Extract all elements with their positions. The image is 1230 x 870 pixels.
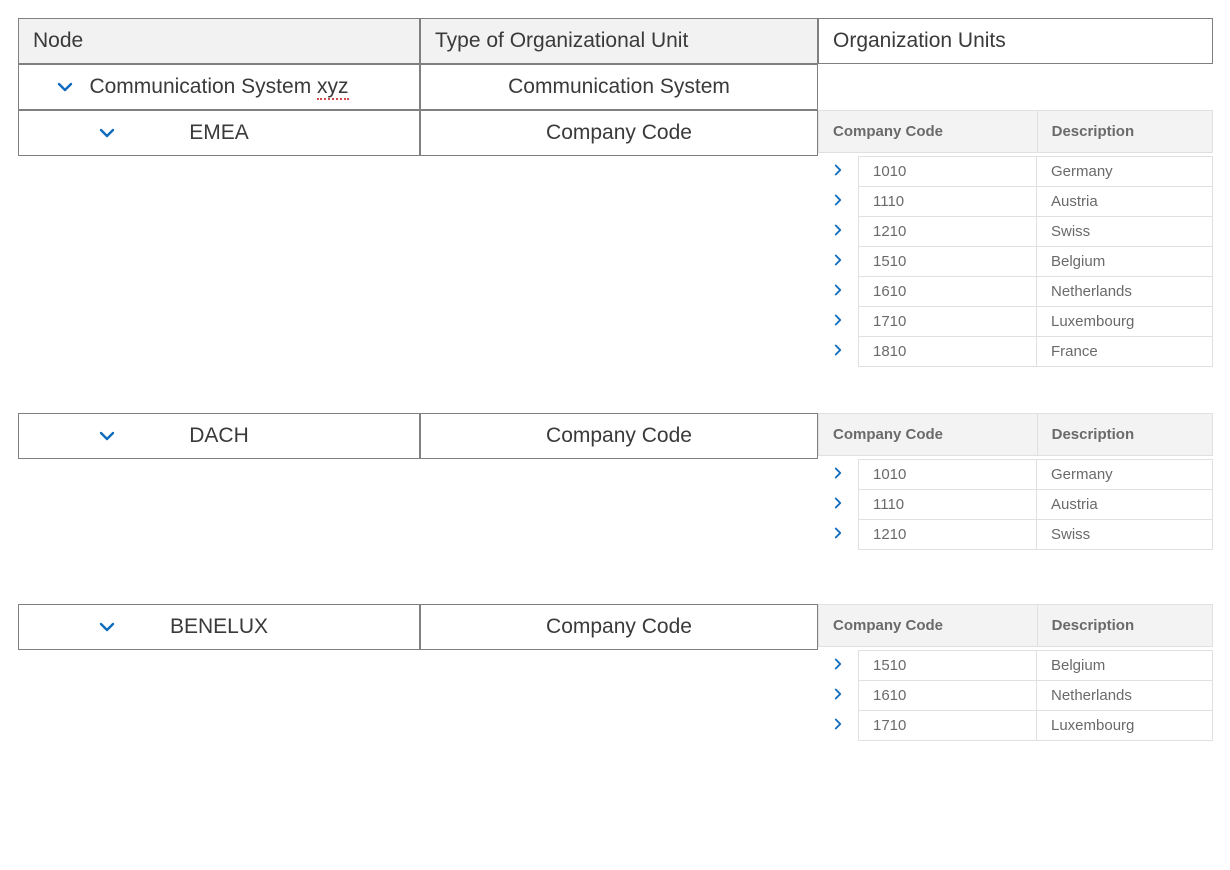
table-row[interactable]: 1110Austria	[818, 490, 1213, 520]
chevron-right-icon[interactable]	[818, 217, 859, 247]
cell-description: Luxembourg	[1037, 307, 1213, 337]
cell-description: Germany	[1037, 157, 1213, 187]
chevron-right-icon[interactable]	[818, 187, 859, 217]
chevron-right-icon[interactable]	[818, 277, 859, 307]
cell-node-emea[interactable]: EMEA	[18, 110, 420, 156]
cell-company-code: 1610	[859, 681, 1037, 711]
cell-company-code: 1610	[859, 277, 1037, 307]
subtable-benelux-body: 1510Belgium1610Netherlands1710Luxembourg	[818, 650, 1213, 741]
table-row[interactable]: 1510Belgium	[818, 651, 1213, 681]
cell-company-code: 1110	[859, 490, 1037, 520]
row-benelux: BENELUX Company Code Company Code Descri…	[18, 604, 1212, 650]
node-label-emea: EMEA	[33, 121, 405, 145]
chevron-right-icon[interactable]	[818, 520, 859, 550]
chevron-right-icon[interactable]	[818, 157, 859, 187]
header-type: Type of Organizational Unit	[420, 18, 818, 64]
header-org-units: Organization Units	[818, 18, 1213, 64]
chevron-right-icon[interactable]	[818, 460, 859, 490]
cell-description: Netherlands	[1037, 681, 1213, 711]
subtable-dach-wrap: Company Code Description	[818, 413, 1213, 459]
subtable-emea-body: 1010Germany1110Austria1210Swiss1510Belgi…	[818, 156, 1213, 367]
chevron-down-icon[interactable]	[99, 619, 115, 635]
subtable-header-desc: Description	[1037, 414, 1212, 456]
cell-company-code: 1210	[859, 217, 1037, 247]
cell-description: Austria	[1037, 187, 1213, 217]
table-row[interactable]: 1610Netherlands	[818, 277, 1213, 307]
table-row[interactable]: 1510Belgium	[818, 247, 1213, 277]
main-header-row: Node Type of Organizational Unit Organiz…	[18, 18, 1212, 64]
subtable-dach-body: 1010Germany1110Austria1210Swiss	[818, 459, 1213, 550]
cell-type-comm-system: Communication System	[420, 64, 818, 110]
cell-description: Austria	[1037, 490, 1213, 520]
row-benelux-details: 1510Belgium1610Netherlands1710Luxembourg	[18, 650, 1212, 741]
node-label-comm-system: Communication System xyz	[33, 75, 405, 99]
cell-company-code: 1010	[859, 460, 1037, 490]
cell-description: Belgium	[1037, 247, 1213, 277]
table-row[interactable]: 1110Austria	[818, 187, 1213, 217]
chevron-down-icon[interactable]	[57, 79, 73, 95]
subtable-header-code: Company Code	[819, 605, 1038, 647]
chevron-right-icon[interactable]	[818, 651, 859, 681]
subtable-header-row: Company Code Description	[819, 414, 1213, 456]
cell-company-code: 1510	[859, 651, 1037, 681]
cell-node-benelux[interactable]: BENELUX	[18, 604, 420, 650]
chevron-right-icon[interactable]	[818, 711, 859, 741]
row-emea: EMEA Company Code Company Code Descripti…	[18, 110, 1212, 156]
table-row[interactable]: 1810France	[818, 337, 1213, 367]
chevron-right-icon[interactable]	[818, 247, 859, 277]
row-dach-details: 1010Germany1110Austria1210Swiss	[18, 459, 1212, 550]
cell-company-code: 1810	[859, 337, 1037, 367]
cell-company-code: 1010	[859, 157, 1037, 187]
subtable-emea-wrap: Company Code Description	[818, 110, 1213, 156]
node-label-benelux: BENELUX	[33, 615, 405, 639]
subtable-header-row: Company Code Description	[819, 111, 1213, 153]
table-row[interactable]: 1710Luxembourg	[818, 711, 1213, 741]
cell-description: Germany	[1037, 460, 1213, 490]
subtable-benelux-wrap: Company Code Description	[818, 604, 1213, 650]
cell-company-code: 1710	[859, 711, 1037, 741]
subtable-dach: Company Code Description	[818, 413, 1213, 456]
subtable-header-row: Company Code Description	[819, 605, 1213, 647]
subtable-header-desc: Description	[1037, 605, 1212, 647]
spellcheck-underline: xyz	[317, 75, 349, 100]
cell-description: Netherlands	[1037, 277, 1213, 307]
table-row[interactable]: 1710Luxembourg	[818, 307, 1213, 337]
cell-company-code: 1210	[859, 520, 1037, 550]
cell-company-code: 1710	[859, 307, 1037, 337]
subtable-header-desc: Description	[1037, 111, 1212, 153]
subtable-header-code: Company Code	[819, 111, 1038, 153]
subtable-benelux: Company Code Description	[818, 604, 1213, 647]
row-dach: DACH Company Code Company Code Descripti…	[18, 413, 1212, 459]
chevron-right-icon[interactable]	[818, 490, 859, 520]
cell-node-dach[interactable]: DACH	[18, 413, 420, 459]
node-label-dach: DACH	[33, 424, 405, 448]
subtable-emea: Company Code Description	[818, 110, 1213, 153]
cell-type-dach: Company Code	[420, 413, 818, 459]
cell-company-code: 1510	[859, 247, 1037, 277]
cell-description: Swiss	[1037, 217, 1213, 247]
cell-description: Swiss	[1037, 520, 1213, 550]
subtable-header-code: Company Code	[819, 414, 1038, 456]
table-row[interactable]: 1210Swiss	[818, 217, 1213, 247]
cell-description: Belgium	[1037, 651, 1213, 681]
header-node: Node	[18, 18, 420, 64]
chevron-down-icon[interactable]	[99, 428, 115, 444]
cell-description: Luxembourg	[1037, 711, 1213, 741]
cell-description: France	[1037, 337, 1213, 367]
chevron-right-icon[interactable]	[818, 337, 859, 367]
row-emea-details: 1010Germany1110Austria1210Swiss1510Belgi…	[18, 156, 1212, 367]
table-row[interactable]: 1610Netherlands	[818, 681, 1213, 711]
cell-node-comm-system[interactable]: Communication System xyz	[18, 64, 420, 110]
chevron-right-icon[interactable]	[818, 681, 859, 711]
cell-company-code: 1110	[859, 187, 1037, 217]
chevron-down-icon[interactable]	[99, 125, 115, 141]
table-row[interactable]: 1010Germany	[818, 460, 1213, 490]
cell-type-emea: Company Code	[420, 110, 818, 156]
chevron-right-icon[interactable]	[818, 307, 859, 337]
cell-type-benelux: Company Code	[420, 604, 818, 650]
table-row[interactable]: 1010Germany	[818, 157, 1213, 187]
row-comm-system: Communication System xyz Communication S…	[18, 64, 1212, 110]
table-row[interactable]: 1210Swiss	[818, 520, 1213, 550]
